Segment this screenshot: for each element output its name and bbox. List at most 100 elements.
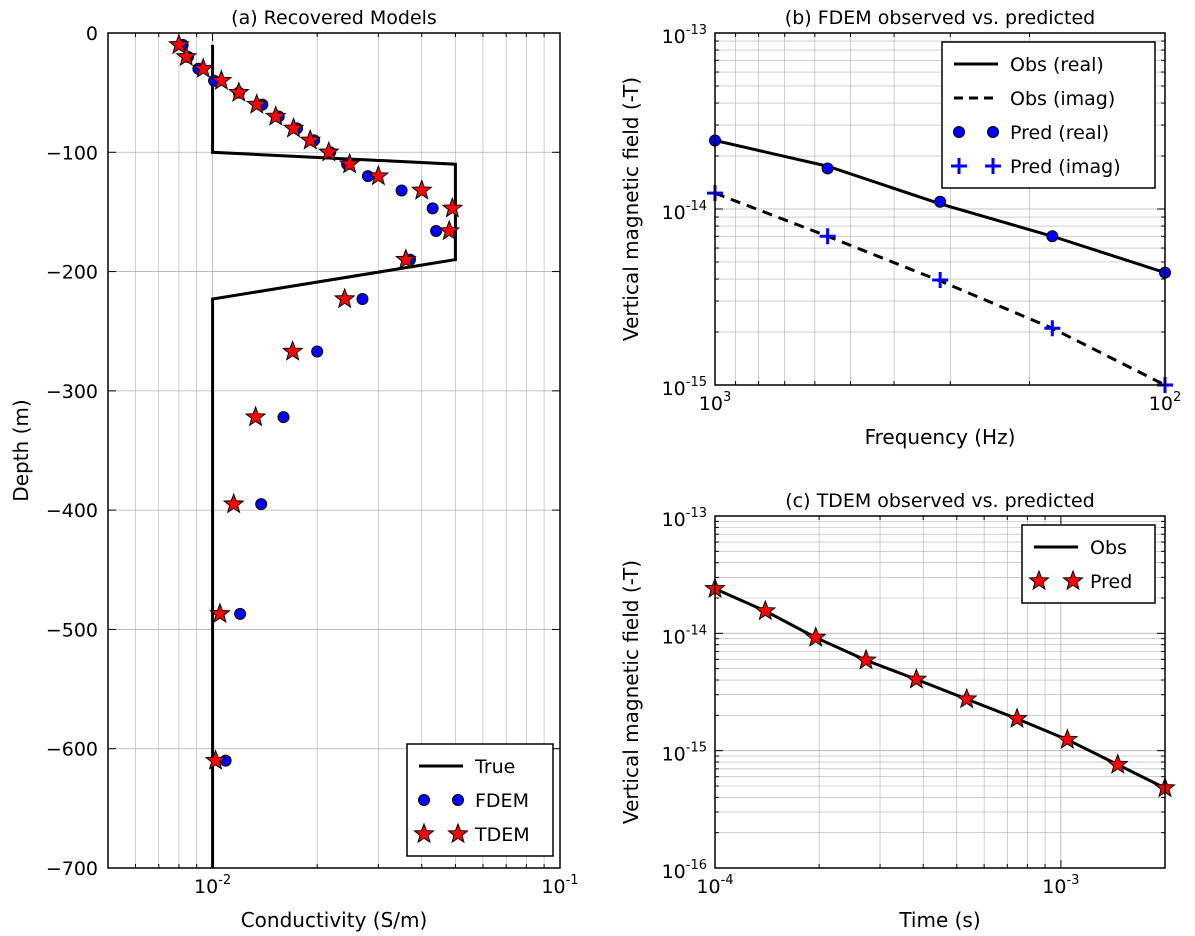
data-point-star	[394, 248, 417, 269]
y-tick-label: 10-13	[662, 23, 707, 48]
legend-frame	[941, 41, 1156, 189]
chart-title: (c) TDEM observed vs. predicted	[785, 490, 1094, 512]
data-point-star	[317, 140, 340, 162]
legend: True FDEM TDEM	[406, 743, 554, 857]
tick-base: 10	[699, 393, 723, 415]
data-point-star	[227, 81, 250, 102]
data-point-star	[855, 648, 877, 670]
chart-title: (b) FDEM observed vs. predicted	[785, 7, 1095, 29]
x-tick-label: 10-4	[696, 873, 733, 898]
x-axis-label: Conductivity (S/m)	[241, 908, 428, 932]
legend-swatch-marker	[418, 794, 430, 806]
legend-swatch-marker	[1028, 569, 1050, 591]
legend-label: Obs (imag)	[1010, 88, 1115, 110]
y-tick-label: −200	[46, 262, 98, 284]
x-tick-label: 10-1	[541, 873, 578, 898]
tick-exponent: 2	[1173, 390, 1181, 405]
data-point-star	[1106, 753, 1129, 774]
axes-frame	[107, 32, 561, 869]
axes-frame	[714, 515, 1166, 869]
y-tick-label: 10-14	[662, 623, 707, 648]
tick-exponent: -3	[1066, 873, 1079, 888]
y-tick-label: −600	[46, 739, 98, 761]
legend-label: Obs (real)	[1010, 54, 1104, 76]
x-tick-label: 10-3	[1042, 873, 1079, 898]
legend-label: Pred	[1090, 571, 1132, 593]
marker-layer	[168, 33, 464, 770]
y-tick-label: −100	[46, 142, 98, 164]
axes-frame	[714, 32, 1166, 386]
legend: Obs Pred	[1021, 524, 1156, 604]
legend: Obs (real) Obs (imag) Pred (real) Pred (ima…	[941, 41, 1156, 189]
data-point-circle	[255, 498, 268, 511]
data-point-star	[338, 152, 361, 174]
data-point-star	[168, 33, 190, 55]
tick-exponent: -2	[218, 873, 231, 888]
tick-exponent: -13	[686, 23, 707, 38]
y-tick-label: −300	[46, 381, 98, 403]
tick-base: 10	[662, 626, 686, 648]
data-point-star	[264, 105, 287, 126]
legend-frame	[406, 743, 554, 857]
data-point-circle	[1046, 230, 1059, 243]
data-point-circle	[361, 170, 374, 183]
plot-area	[108, 33, 560, 868]
data-point-star	[244, 405, 267, 427]
chart-title: (a) Recovered Models	[231, 7, 437, 29]
y-tick-label: 0	[86, 23, 98, 45]
data-point-star	[333, 287, 356, 309]
data-point-circle	[934, 195, 947, 208]
legend-swatch-marker	[1062, 569, 1084, 591]
y-tick-label: −500	[46, 619, 98, 641]
y-tick-label: 10-15	[662, 375, 707, 400]
data-point-star	[367, 164, 390, 186]
series-line	[715, 587, 1165, 790]
tick-exponent: -14	[686, 199, 707, 214]
legend-frame	[1021, 524, 1156, 604]
data-point-plus	[1044, 320, 1061, 337]
legend-label: FDEM	[475, 790, 529, 812]
series-layer	[715, 587, 1165, 790]
tick-base: 10	[662, 202, 686, 224]
legend-label: Pred (real)	[1010, 122, 1109, 144]
tick-base: 10	[194, 876, 218, 898]
y-tick-label: 10-15	[662, 741, 707, 766]
x-tick-label: 102	[1149, 390, 1181, 415]
data-point-star	[441, 196, 464, 218]
legend-swatch-marker	[987, 126, 999, 138]
legend-swatch-marker	[951, 158, 967, 174]
data-point-circle	[426, 202, 439, 215]
data-point-star	[299, 128, 322, 150]
data-point-star	[192, 57, 215, 79]
data-point-circle	[234, 607, 247, 620]
tick-base: 10	[662, 861, 686, 883]
tick-base: 10	[1149, 393, 1173, 415]
data-point-star	[1006, 707, 1028, 729]
data-point-star	[410, 179, 433, 200]
tick-base: 10	[662, 509, 686, 531]
data-point-star	[754, 599, 777, 621]
data-point-circle	[356, 293, 369, 306]
y-tick-label: 10-14	[662, 199, 707, 224]
series-obs	[715, 587, 1165, 790]
chart-a: 10-2 10-10−100−200−300−400−500−600−700(a)…	[9, 7, 579, 932]
tick-exponent: -1	[566, 873, 579, 888]
tick-exponent: -16	[686, 858, 707, 873]
tick-exponent: -13	[686, 506, 707, 521]
data-point-star	[955, 687, 978, 709]
tick-base: 10	[541, 876, 565, 898]
data-point-star	[1056, 728, 1079, 749]
legend-swatch-marker	[953, 126, 965, 138]
tick-exponent: -15	[686, 741, 707, 756]
tick-exponent: -15	[686, 375, 707, 390]
data-point-plus	[819, 228, 836, 245]
legend-label: Obs	[1090, 537, 1127, 559]
data-point-circle	[821, 162, 834, 175]
legend-label: Pred (imag)	[1010, 156, 1121, 178]
tick-base: 10	[662, 378, 686, 400]
data-point-star	[204, 749, 227, 770]
y-axis-label: Vertical magnetic field (-T)	[619, 77, 643, 341]
